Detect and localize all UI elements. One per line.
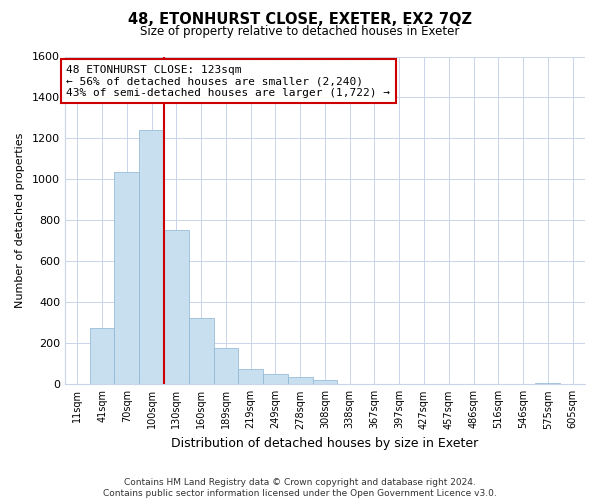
Bar — [263, 374, 288, 384]
Bar — [164, 230, 189, 384]
Bar — [115, 172, 139, 384]
Bar — [139, 130, 164, 384]
Bar — [288, 377, 313, 384]
Y-axis label: Number of detached properties: Number of detached properties — [15, 132, 25, 308]
Bar — [89, 328, 115, 384]
X-axis label: Distribution of detached houses by size in Exeter: Distribution of detached houses by size … — [172, 437, 479, 450]
Bar — [189, 318, 214, 384]
Text: Contains HM Land Registry data © Crown copyright and database right 2024.
Contai: Contains HM Land Registry data © Crown c… — [103, 478, 497, 498]
Text: 48, ETONHURST CLOSE, EXETER, EX2 7QZ: 48, ETONHURST CLOSE, EXETER, EX2 7QZ — [128, 12, 472, 28]
Bar — [238, 369, 263, 384]
Text: 48 ETONHURST CLOSE: 123sqm
← 56% of detached houses are smaller (2,240)
43% of s: 48 ETONHURST CLOSE: 123sqm ← 56% of deta… — [66, 64, 390, 98]
Text: Size of property relative to detached houses in Exeter: Size of property relative to detached ho… — [140, 25, 460, 38]
Bar — [313, 380, 337, 384]
Bar — [214, 348, 238, 384]
